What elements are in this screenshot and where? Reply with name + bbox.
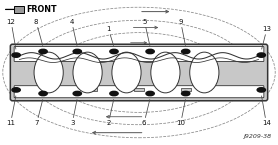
Text: 6: 6 (142, 99, 150, 126)
Ellipse shape (182, 91, 190, 96)
Ellipse shape (257, 53, 265, 57)
Ellipse shape (112, 52, 141, 93)
Ellipse shape (182, 49, 190, 54)
Ellipse shape (73, 49, 81, 54)
Text: 3: 3 (70, 99, 77, 126)
Text: J9209-38: J9209-38 (243, 134, 271, 139)
Text: 4: 4 (70, 19, 77, 46)
FancyBboxPatch shape (14, 47, 264, 61)
Ellipse shape (39, 49, 47, 54)
Text: 8: 8 (34, 19, 43, 46)
Text: 13: 13 (262, 26, 271, 49)
Bar (87, 88, 97, 91)
Text: 9: 9 (178, 19, 185, 46)
Bar (134, 88, 144, 91)
Text: 5: 5 (142, 19, 150, 46)
Ellipse shape (190, 52, 219, 93)
Text: 7: 7 (34, 99, 43, 126)
Text: 11: 11 (6, 96, 16, 126)
Ellipse shape (12, 88, 20, 92)
Ellipse shape (257, 88, 265, 92)
Ellipse shape (39, 91, 47, 96)
Text: 14: 14 (262, 96, 271, 126)
Ellipse shape (12, 53, 20, 57)
Text: 12: 12 (7, 19, 16, 49)
FancyBboxPatch shape (14, 6, 24, 13)
FancyBboxPatch shape (14, 86, 264, 98)
Text: 2: 2 (106, 99, 114, 126)
Ellipse shape (34, 52, 63, 93)
Ellipse shape (110, 91, 118, 96)
FancyBboxPatch shape (10, 44, 268, 101)
Ellipse shape (151, 52, 180, 93)
Ellipse shape (146, 91, 154, 96)
Ellipse shape (73, 91, 81, 96)
Ellipse shape (110, 49, 118, 54)
Ellipse shape (73, 52, 102, 93)
Text: 10: 10 (176, 99, 185, 126)
Bar (181, 88, 191, 91)
Text: FRONT: FRONT (26, 5, 56, 14)
Text: 1: 1 (106, 26, 114, 46)
Ellipse shape (146, 49, 154, 54)
